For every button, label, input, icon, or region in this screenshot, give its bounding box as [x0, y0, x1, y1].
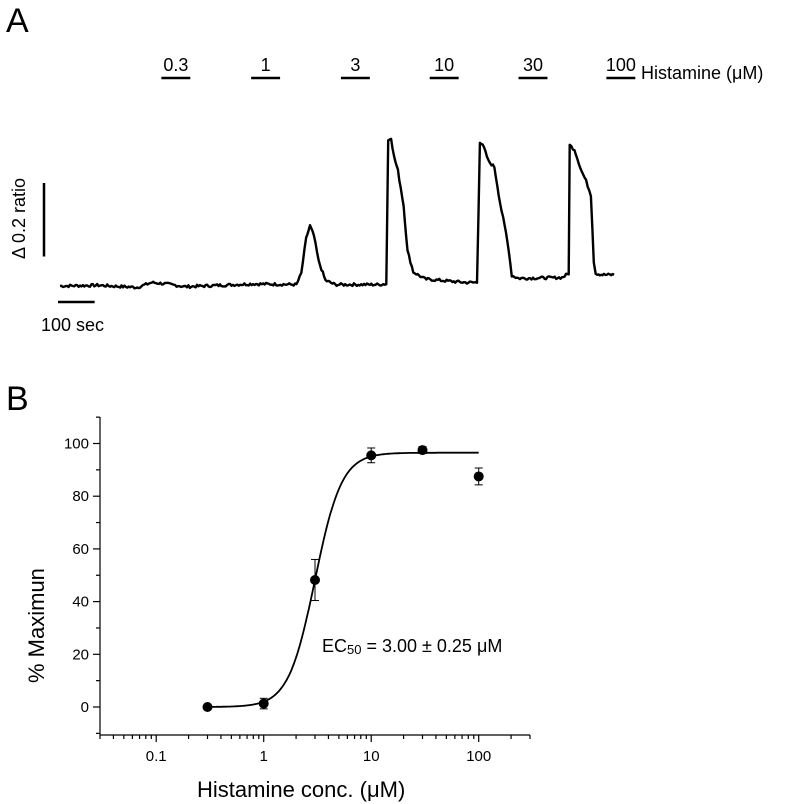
y-tick-label: 60	[72, 541, 89, 558]
x-axis-ticks: 0.1 1 10 100	[99, 735, 531, 765]
data-point	[366, 450, 377, 461]
panel-b-label: B	[6, 380, 29, 418]
x-tick-label: 0.1	[146, 748, 167, 765]
data-point	[310, 574, 320, 585]
application-bar-label: 0.3	[163, 55, 188, 75]
ec50-annotation: EC50 = 3.00 ± 0.25 μM	[322, 636, 502, 657]
x-axis-title: Histamine conc. (μM)	[197, 777, 405, 802]
ec50-value: = 3.00 ± 0.25 μM	[361, 636, 502, 656]
data-point	[417, 445, 428, 456]
application-bar-label: 100	[606, 55, 636, 75]
y-tick-label: 40	[72, 594, 89, 611]
data-points	[202, 445, 484, 712]
y-tick-label: 100	[64, 436, 89, 453]
data-point	[473, 471, 484, 482]
application-bar-label: 10	[434, 55, 454, 75]
ec50-prefix: EC	[322, 636, 347, 656]
application-bar-label: 3	[350, 55, 360, 75]
y-tick-label: 20	[72, 646, 89, 663]
y-tick-label: 0	[81, 699, 89, 716]
y-axis-ticks: 0 20 40 60 80 100	[64, 416, 100, 734]
x-tick-label: 100	[466, 748, 491, 765]
application-bar-label: 1	[261, 55, 271, 75]
x-tick-label: 1	[260, 748, 268, 765]
ec50-subscript: 50	[347, 642, 361, 657]
panel-b-dose-response-chart: B 0 20 40 60 80 100 0.1 1 10 100 % Maximun Hista…	[6, 380, 531, 802]
x-tick-label: 10	[363, 748, 380, 765]
panel-a-label: A	[6, 2, 29, 40]
data-point	[258, 698, 269, 709]
series-label: Histamine (μM)	[641, 63, 763, 83]
y-tick-label: 80	[72, 488, 89, 505]
panel-a-trace-chart: A 0.3 1 3 10 30 100 Histamine (μM) Δ 0.2 rati…	[6, 2, 763, 335]
y-axis-title: % Maximun	[24, 568, 49, 683]
hill-fit-curve	[207, 451, 479, 708]
scale-bar-horizontal-label: 100 sec	[41, 315, 104, 335]
data-point	[202, 702, 213, 712]
application-bars: 0.3 1 3 10 30 100	[161, 55, 636, 80]
scale-bar-vertical-label: Δ 0.2 ratio	[9, 178, 29, 259]
application-bar-label: 30	[523, 55, 543, 75]
calcium-trace-line	[59, 137, 615, 290]
